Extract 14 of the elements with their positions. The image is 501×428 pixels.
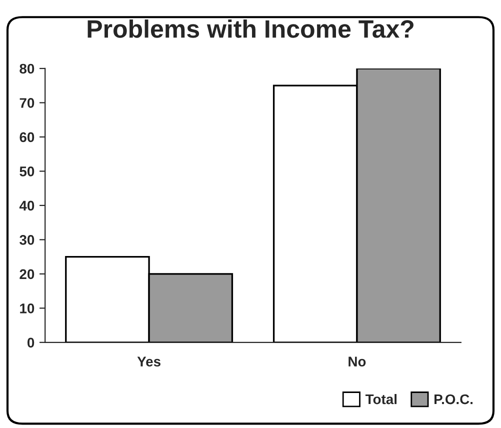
- y-tick-label: 0: [28, 338, 34, 348]
- y-tick-label: 30: [20, 235, 34, 245]
- chart-title: Problems with Income Tax?: [88, 19, 414, 38]
- y-tick-label: 40: [19, 200, 34, 211]
- y-tick-label: 70: [20, 98, 34, 108]
- x-tick-label: No: [348, 356, 366, 366]
- y-tick-label: 80: [20, 64, 34, 74]
- y-tick-label: 20: [20, 269, 34, 280]
- legend-label: Total: [365, 394, 396, 404]
- y-tick-label: 10: [20, 303, 34, 314]
- legend-label: P.O.C.: [434, 394, 473, 404]
- y-tick-label: 60: [20, 132, 34, 142]
- x-tick-label: Yes: [137, 356, 160, 366]
- y-tick-label: 50: [20, 166, 34, 176]
